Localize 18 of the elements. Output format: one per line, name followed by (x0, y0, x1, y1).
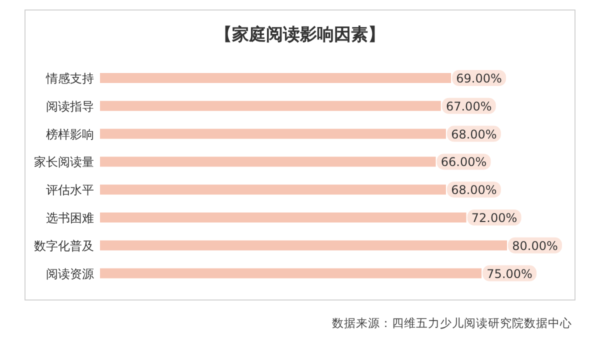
y-tick-label: 榜样影响 (46, 127, 94, 142)
y-tick-label: 阅读资源 (46, 266, 94, 281)
data-label: 80.00% (512, 238, 558, 253)
data-label: 68.00% (451, 127, 497, 142)
y-tick-label: 数字化普及 (34, 238, 94, 253)
data-label: 75.00% (486, 266, 532, 281)
data-label: 67.00% (446, 99, 492, 114)
data-label: 68.00% (451, 183, 497, 198)
data-label: 66.00% (440, 155, 487, 170)
y-tick-label: 家长阅读量 (34, 155, 94, 170)
y-tick-label: 阅读指导 (46, 99, 94, 114)
data-label: 69.00% (456, 72, 502, 86)
y-tick-label: 选书困难 (46, 211, 94, 225)
data-label: 72.00% (471, 211, 518, 225)
y-tick-label: 情感支持 (45, 72, 94, 86)
chart-title: 【家庭阅读影响因素】 (215, 25, 385, 45)
source-note: 数据来源：四维五力少儿阅读研究院数据中心 (332, 316, 572, 330)
y-tick-label: 评估水平 (46, 183, 94, 198)
